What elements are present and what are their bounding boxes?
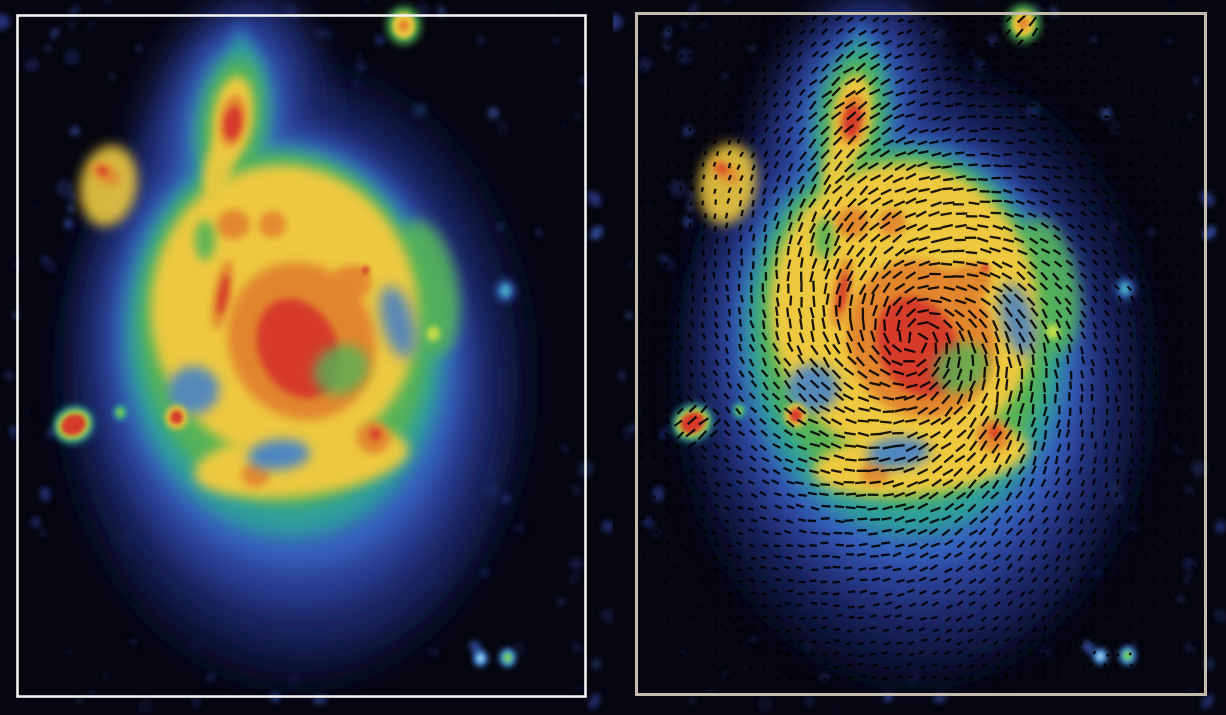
polarization-vector-image (613, 0, 1226, 715)
magnetic-field-vector-overlay (638, 15, 1196, 683)
galaxy-image (53, 0, 529, 683)
panel-border-frame (16, 14, 587, 698)
total-intensity-image (0, 0, 613, 715)
panel-border-frame (635, 12, 1207, 696)
panel-total-intensity (0, 0, 613, 715)
panel-polarization-vectors (613, 0, 1226, 715)
